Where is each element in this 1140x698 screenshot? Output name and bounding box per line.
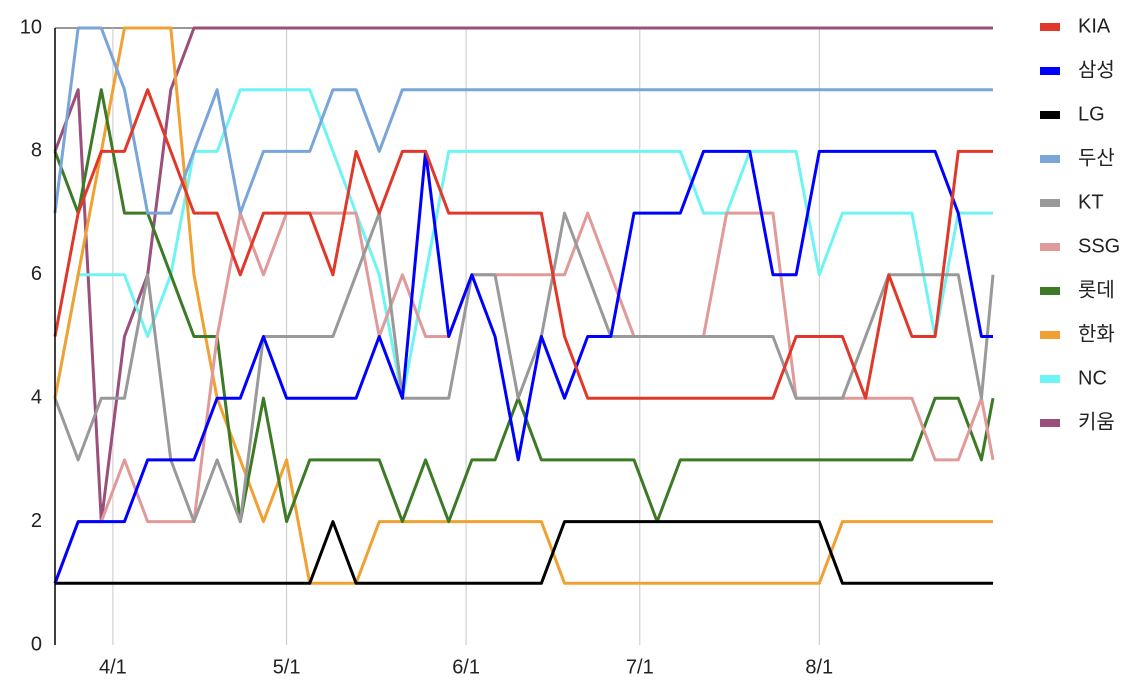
series-line [53, 88, 993, 400]
legend-label: KIA [1078, 15, 1111, 37]
x-tick-label: 6/1 [452, 656, 480, 678]
series-line [53, 211, 995, 584]
legend-label: SSG [1078, 235, 1120, 257]
x-tick-label: 5/1 [273, 656, 301, 678]
legend-swatch [1040, 23, 1060, 31]
legend-label: 롯데 [1078, 278, 1115, 301]
series-line [53, 88, 993, 400]
series-line [53, 26, 993, 215]
y-tick-label: 8 [31, 140, 42, 162]
legend-swatch [1040, 419, 1060, 427]
y-tick-label: 0 [31, 633, 42, 655]
series-line [53, 26, 993, 524]
legend-label: 삼성 [1078, 58, 1115, 81]
legend-swatch [1040, 287, 1060, 295]
legend-label: 한화 [1078, 322, 1115, 345]
x-tick-label: 8/1 [805, 656, 833, 678]
x-tick-label: 4/1 [99, 656, 127, 678]
legend-label: LG [1078, 103, 1105, 125]
x-tick-label: 7/1 [626, 656, 654, 678]
y-tick-label: 4 [31, 386, 42, 408]
legend-swatch [1040, 243, 1060, 251]
legend-label: KT [1078, 191, 1104, 213]
series-line [53, 149, 993, 584]
series-line [55, 520, 993, 585]
legend-swatch [1040, 155, 1060, 163]
y-tick-label: 10 [20, 16, 42, 38]
legend-swatch [1040, 67, 1060, 75]
legend-swatch [1040, 199, 1060, 207]
y-tick-label: 2 [31, 510, 42, 532]
series-line [53, 211, 995, 524]
y-tick-label: 6 [31, 263, 42, 285]
legend-swatch [1040, 375, 1060, 383]
legend-label: 키움 [1078, 410, 1115, 433]
legend-label: 두산 [1078, 146, 1115, 169]
series-line [53, 88, 995, 524]
legend-swatch [1040, 331, 1060, 339]
legend-label: NC [1078, 367, 1107, 389]
legend-swatch [1040, 111, 1060, 119]
